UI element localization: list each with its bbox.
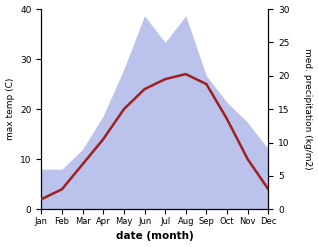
Y-axis label: med. precipitation (kg/m2): med. precipitation (kg/m2) bbox=[303, 48, 313, 170]
X-axis label: date (month): date (month) bbox=[116, 231, 194, 242]
Y-axis label: max temp (C): max temp (C) bbox=[5, 78, 15, 140]
